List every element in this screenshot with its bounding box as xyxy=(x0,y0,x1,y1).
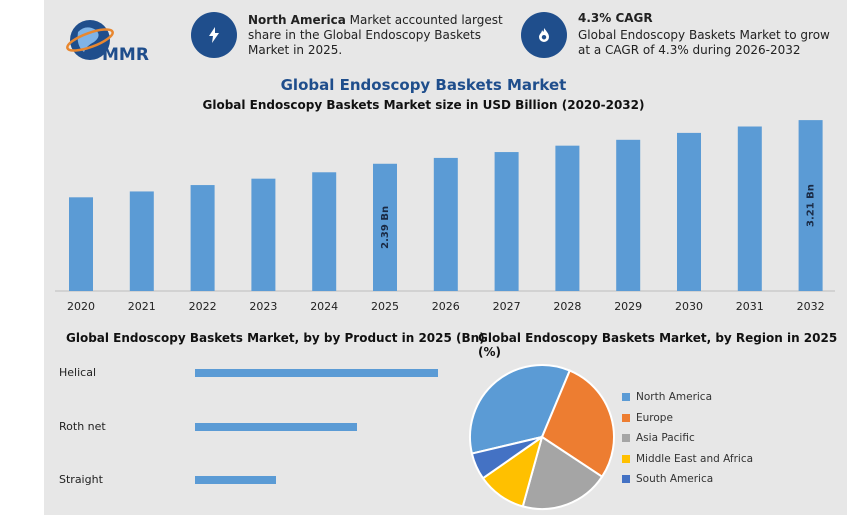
highlight-1-text: Market accounted largest share in the Gl… xyxy=(248,13,503,57)
legend-swatch xyxy=(622,434,630,442)
legend-item-europe: Europe xyxy=(622,412,673,424)
legend-label: Asia Pacific xyxy=(636,432,695,444)
product-label-roth-net: Roth net xyxy=(59,420,106,433)
bar-2032 xyxy=(798,120,823,291)
x-tick-2025: 2025 xyxy=(371,300,399,313)
bar-2020 xyxy=(69,197,93,291)
legend-swatch xyxy=(622,475,630,483)
highlight-cagr: 4.3% CAGR Global Endoscopy Baskets Market… xyxy=(578,11,840,58)
bar-2028 xyxy=(555,145,580,291)
highlight-north-america: North America Market accounted largest s… xyxy=(248,13,508,58)
x-tick-2020: 2020 xyxy=(67,300,95,313)
legend-item-middle-east-and-africa: Middle East and Africa xyxy=(622,453,753,465)
product-chart-title: Global Endoscopy Baskets Market, by by P… xyxy=(66,331,485,345)
highlight-2-bold: 4.3% CAGR xyxy=(578,11,653,25)
pie-slice-asia-pacific xyxy=(521,435,604,510)
x-tick-2026: 2026 xyxy=(432,300,460,313)
legend-label: North America xyxy=(636,391,713,403)
data-label-2025: 2.39 Bn xyxy=(380,206,391,249)
data-label-2032: 3.21 Bn xyxy=(806,184,817,227)
flame-icon xyxy=(521,12,567,58)
chart-main-title: Global Endoscopy Baskets Market xyxy=(280,76,567,94)
bar-2027 xyxy=(494,152,519,291)
legend-swatch xyxy=(622,393,630,401)
x-tick-2029: 2029 xyxy=(614,300,642,313)
product-bar-roth-net xyxy=(195,423,357,431)
logo-text: MMR xyxy=(102,45,149,65)
x-tick-2031: 2031 xyxy=(736,300,764,313)
highlight-2-text: Global Endoscopy Baskets Market to grow … xyxy=(578,28,830,57)
legend-swatch xyxy=(622,455,630,463)
legend-label: Middle East and Africa xyxy=(636,453,754,465)
x-tick-2032: 2032 xyxy=(797,300,825,313)
x-tick-2030: 2030 xyxy=(675,300,703,313)
x-tick-2027: 2027 xyxy=(493,300,521,313)
mmr-logo: MMR xyxy=(66,20,149,65)
x-tick-2024: 2024 xyxy=(310,300,338,313)
region-chart-title: Global Endoscopy Baskets Market, by Regi… xyxy=(478,331,838,359)
bar-2023 xyxy=(251,178,276,291)
x-tick-2028: 2028 xyxy=(553,300,581,313)
chart-subtitle: Global Endoscopy Baskets Market size in … xyxy=(202,98,645,112)
bar-2026 xyxy=(433,157,458,291)
market-size-bar-chart: 2020 2021 2022 2023 2024 2025 2.39 Bn 2026 2027 2… xyxy=(55,120,835,313)
highlight-1-bold: North America xyxy=(248,13,346,27)
x-tick-2021: 2021 xyxy=(128,300,156,313)
product-bar-helical xyxy=(195,369,438,377)
pie-slice-south-america xyxy=(470,436,543,480)
product-bar-straight xyxy=(195,476,276,484)
pie-slice-north-america xyxy=(469,364,572,455)
bar-2029 xyxy=(616,139,641,291)
lightning-icon xyxy=(191,12,237,58)
product-bar-chart xyxy=(195,369,438,484)
bar-2022 xyxy=(190,185,215,291)
product-label-straight: Straight xyxy=(59,473,103,486)
bar-2024 xyxy=(312,172,337,291)
x-tick-2023: 2023 xyxy=(249,300,277,313)
legend-item-south-america: South America xyxy=(622,473,713,485)
bar-2025 xyxy=(373,163,397,291)
product-label-helical: Helical xyxy=(59,366,96,379)
legend-item-north-america: North America xyxy=(622,391,712,403)
x-tick-2022: 2022 xyxy=(189,300,217,313)
legend-label: South America xyxy=(636,473,714,485)
legend-label: Europe xyxy=(636,412,673,424)
bar-2030 xyxy=(677,132,701,291)
legend-item-asia-pacific: Asia Pacific xyxy=(622,432,695,444)
bar-2031 xyxy=(737,126,762,292)
legend-swatch xyxy=(622,414,630,422)
bar-2021 xyxy=(129,191,154,291)
pie-slice-europe xyxy=(540,369,615,479)
region-pie-chart xyxy=(469,364,615,510)
